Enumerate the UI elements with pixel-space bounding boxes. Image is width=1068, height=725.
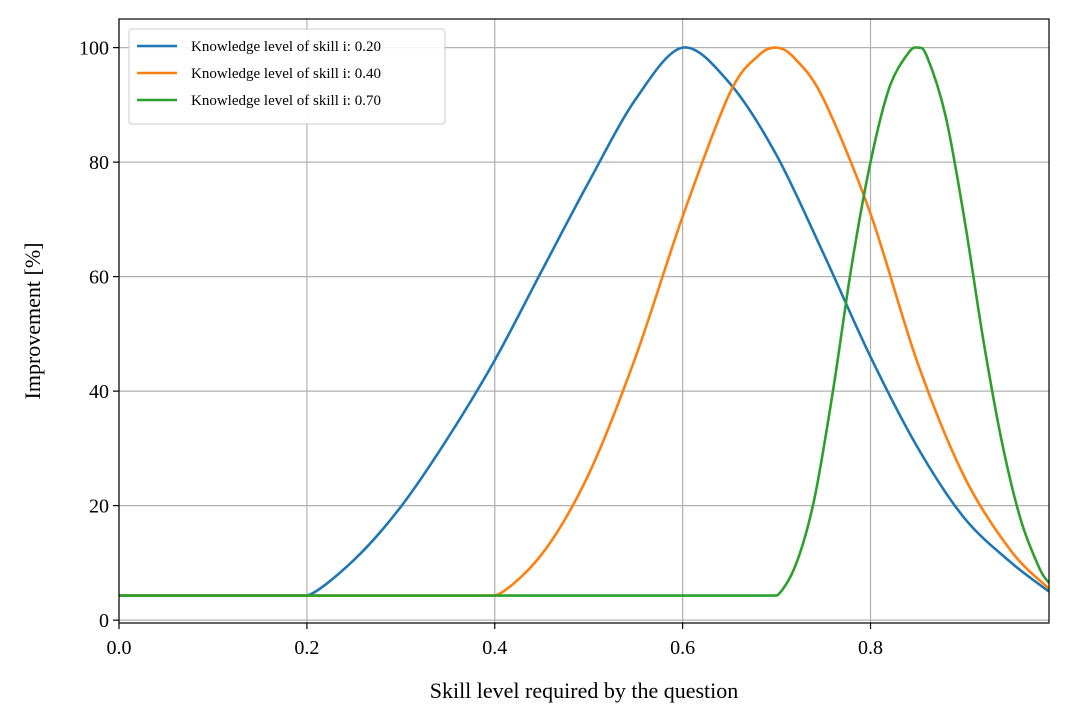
plot-frame	[118, 18, 1050, 624]
series-line-1	[119, 46, 1050, 597]
series-line-2	[119, 46, 1050, 597]
y-tick-label: 60	[89, 267, 109, 289]
legend-label-1: Knowledge level of skill i: 0.20	[191, 39, 381, 55]
series-lines	[119, 46, 1051, 597]
axis-ticks: 0.0 0.2 0.4 0.6 0.8 0 20 40 60 80 100	[79, 38, 883, 659]
y-tick-label: 80	[89, 152, 109, 174]
x-axis-title: Skill level required by the question	[430, 678, 739, 703]
series-line-3	[119, 46, 1051, 597]
y-tick-label: 40	[89, 381, 109, 403]
x-tick-label: 0.6	[670, 637, 695, 659]
x-tick-label: 0.2	[294, 637, 319, 659]
x-tick-label: 0.4	[482, 637, 507, 659]
x-tick-label: 0.0	[107, 637, 132, 659]
y-tick-label: 0	[99, 610, 109, 632]
legend-label-3: Knowledge level of skill i: 0.70	[191, 93, 381, 109]
legend-label-2: Knowledge level of skill i: 0.40	[191, 66, 381, 82]
legend-box	[128, 28, 446, 125]
x-tick-label: 0.8	[858, 637, 883, 659]
y-tick-label: 20	[89, 496, 109, 518]
legend: Knowledge level of skill i: 0.20 Knowledg…	[128, 28, 446, 125]
y-axis-title: Improvement [%]	[20, 243, 45, 400]
y-tick-label: 100	[79, 38, 109, 60]
